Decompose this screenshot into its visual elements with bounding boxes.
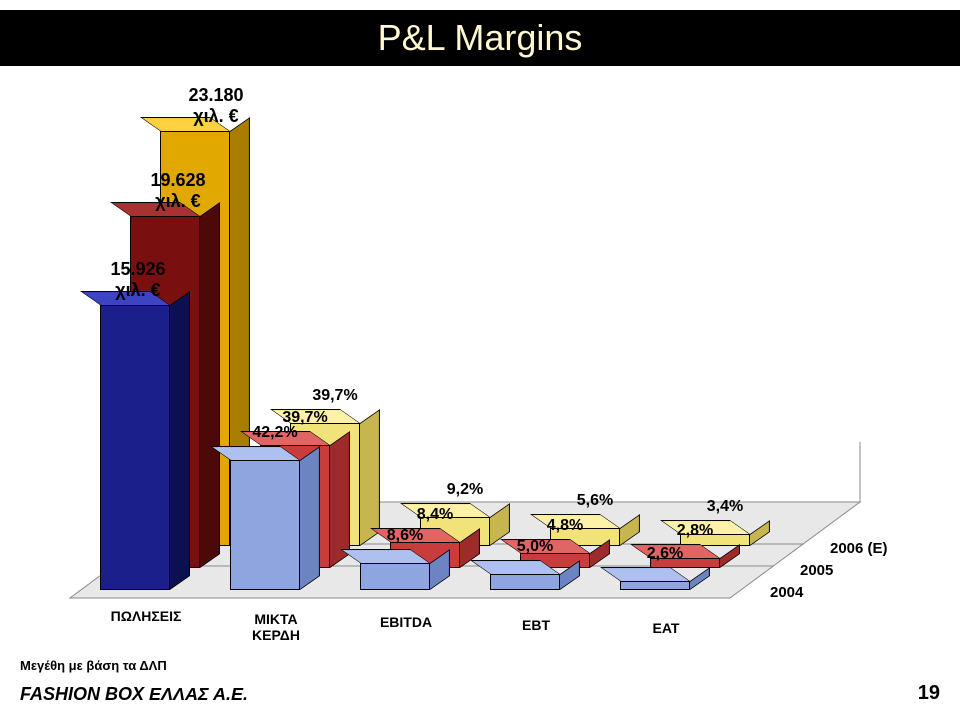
bar-ΠΩΛΗΣΕΙΣ-2004 [100,305,170,590]
data-label: 5,0% [517,538,553,556]
footer-company: FASHION BOX ΕΛΛΑΣ Α.Ε. [20,684,248,705]
title-bar: P&L Margins [0,10,960,66]
data-label: 39,7% [312,387,357,405]
category-label: EBT [481,617,591,633]
data-label: 5,6% [577,492,613,510]
sales-label-2004: 15.926χιλ. € [92,259,184,300]
data-label: 2,8% [677,522,713,540]
data-label: 3,4% [707,498,743,516]
data-label: 42,2% [252,424,297,442]
slide-title: P&L Margins [378,17,583,59]
footnote: Μεγέθη με βάση τα ΔΛΠ [20,658,167,673]
bar-EBITDA-2004 [360,563,430,590]
data-label: 9,2% [447,481,483,499]
series-label: 2004 [770,584,803,601]
category-label: EBITDA [351,614,461,630]
series-label: 2006 (E) [830,540,888,557]
bar-EAT-2004 [620,581,690,590]
category-label: ΜΙΚΤΑΚΕΡΔΗ [221,611,331,643]
pl-margins-chart: 39,7%9,2%5,6%3,4%39,7%8,4%4,8%2,8%42,2%8… [20,80,940,640]
page-number: 19 [918,682,940,705]
data-label: 2,6% [647,545,683,563]
data-label: 4,8% [547,517,583,535]
data-label: 8,6% [387,527,423,545]
sales-label-2006 (E): 23.180χιλ. € [170,85,262,126]
data-label: 8,4% [417,506,453,524]
bar-EBT-2004 [490,574,560,590]
series-label: 2005 [800,562,833,579]
sales-label-2005: 19.628χιλ. € [132,170,224,211]
bar-ΜΙΚΤΑ ΚΕΡΔΗ-2004 [230,460,300,590]
category-label: EAT [611,620,721,636]
category-label: ΠΩΛΗΣΕΙΣ [91,608,201,624]
